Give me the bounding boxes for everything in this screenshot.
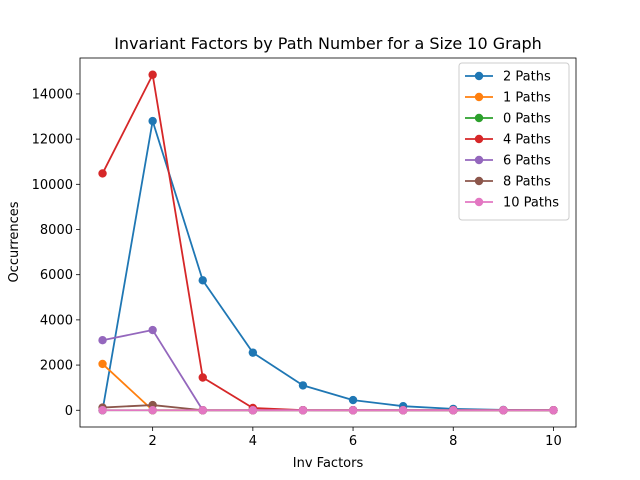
series-7 [98, 406, 558, 415]
data-point [198, 406, 207, 415]
y-axis-ticks: 0 2000 4000 6000 8000 10000 12000 14000 [32, 87, 80, 419]
data-point [198, 373, 207, 382]
data-point [98, 169, 107, 178]
plot-area: 2 4 6 8 10 0 2000 4000 6000 8000 10000 12000 14000 [32, 57, 577, 449]
legend-marker [474, 71, 484, 81]
y-tick-label: 4000 [40, 313, 73, 328]
legend-marker [474, 134, 484, 144]
legend-marker [474, 113, 484, 123]
y-tick-label: 0 [65, 404, 73, 419]
y-tick-label: 10000 [32, 178, 73, 193]
series-line [101, 363, 554, 412]
legend-label: 0 Paths [503, 112, 551, 127]
legend-item: 10 Paths [465, 196, 559, 211]
legend-label: 8 Paths [503, 175, 551, 190]
legend-label: 6 Paths [503, 154, 551, 169]
data-point [499, 406, 508, 415]
legend-marker [474, 155, 484, 165]
legend: 2 Paths 1 Paths 0 Paths 4 Paths 6 Paths 8 Pat… [458, 62, 570, 221]
data-point [298, 406, 308, 415]
series-5 [98, 325, 558, 415]
data-point [398, 406, 408, 415]
y-tick-label: 14000 [32, 87, 73, 102]
data-point [98, 336, 107, 345]
y-tick-label: 12000 [32, 133, 73, 148]
legend-item: 6 Paths [465, 154, 551, 169]
data-point [298, 381, 308, 390]
x-tick-label: 10 [545, 434, 562, 449]
legend-label: 4 Paths [503, 133, 551, 148]
x-axis-label: Inv Factors [293, 456, 364, 471]
legend-item: 8 Paths [465, 175, 551, 190]
data-point [449, 406, 458, 415]
y-tick-label: 6000 [40, 268, 73, 283]
data-point [98, 359, 107, 369]
legend-item: 4 Paths [465, 133, 551, 148]
data-point [148, 325, 157, 335]
legend-label: 2 Paths [503, 70, 551, 85]
x-axis-ticks: 2 4 6 8 10 [149, 427, 562, 449]
legend-label: 1 Paths [503, 91, 551, 106]
data-point [549, 406, 558, 415]
data-point [248, 406, 258, 415]
x-tick-label: 2 [149, 434, 157, 449]
y-tick-label: 2000 [40, 359, 73, 374]
data-point [248, 348, 258, 357]
series-6 [98, 400, 558, 415]
legend-label: 10 Paths [503, 196, 559, 211]
legend-item: 1 Paths [465, 91, 551, 106]
legend-item: 0 Paths [465, 112, 551, 127]
series-line [102, 329, 554, 412]
data-point [98, 406, 107, 415]
y-tick-label: 8000 [40, 223, 73, 238]
x-tick-label: 4 [249, 434, 257, 449]
legend-item: 2 Paths [465, 70, 551, 85]
x-tick-label: 8 [449, 434, 457, 449]
legend-marker [474, 176, 484, 186]
x-tick-label: 6 [349, 434, 357, 449]
data-point [198, 276, 207, 285]
data-point [348, 395, 358, 405]
data-point [148, 406, 157, 415]
data-point [348, 406, 358, 415]
series-layer [98, 70, 558, 415]
legend-marker [474, 197, 484, 207]
data-point [148, 116, 157, 126]
plot-frame [79, 57, 577, 428]
legend-marker [474, 92, 484, 102]
data-point [148, 70, 157, 79]
y-axis-label: Occurrences [7, 201, 22, 282]
chart-title: Invariant Factors by Path Number for a S… [114, 34, 542, 53]
